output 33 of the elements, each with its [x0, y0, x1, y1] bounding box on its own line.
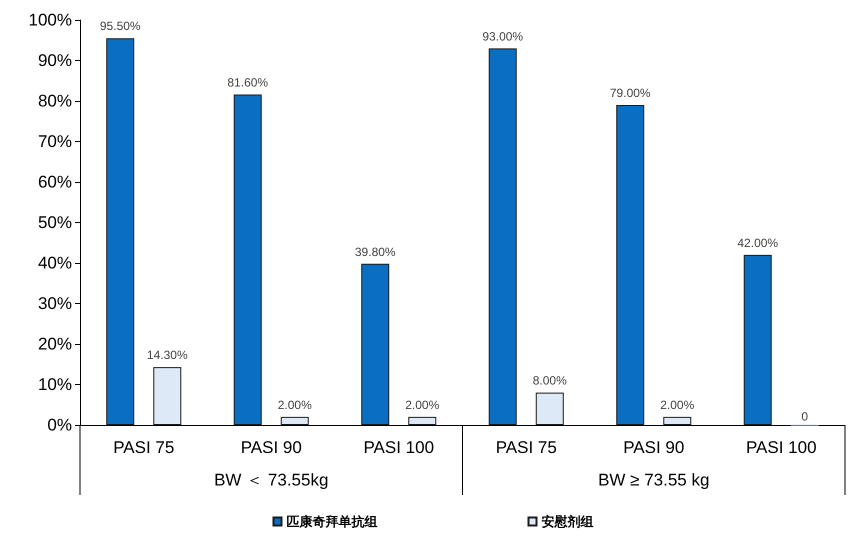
x-tick-label: PASI 90 — [623, 438, 684, 457]
y-tick-label: 100% — [28, 10, 72, 30]
legend-label: 安慰剂组 — [542, 514, 594, 529]
data-label: 2.00% — [278, 398, 312, 412]
y-tick-label: 20% — [38, 334, 72, 354]
legend-label: 匹康奇拜单抗组 — [286, 514, 378, 529]
data-label: 95.50% — [100, 19, 141, 34]
y-tick-label: 70% — [38, 132, 72, 151]
x-tick-label: PASI 90 — [240, 438, 302, 457]
data-label: 79.00% — [610, 86, 651, 100]
data-label: 0 — [801, 410, 808, 424]
y-tick-label: 90% — [38, 51, 72, 70]
text: BW ≥ 73.55 kg — [598, 470, 710, 490]
y-tick-label: 80% — [38, 92, 72, 110]
data-label: 81.60% — [227, 76, 268, 90]
data-label: 2.00% — [660, 398, 695, 412]
data-label: 93.00% — [482, 29, 524, 44]
x-tick-label: PASI 100 — [363, 438, 434, 457]
y-tick-label: 40% — [38, 254, 72, 272]
data-label: 42.00% — [737, 236, 778, 250]
y-tick-label: 60% — [38, 172, 72, 192]
x-tick-label: PASI 75 — [496, 438, 557, 457]
y-tick-label: 30% — [38, 294, 72, 313]
x-tick-label: PASI 100 — [746, 438, 817, 457]
y-tick-label: 0% — [47, 416, 72, 434]
data-label: 14.30% — [146, 348, 188, 362]
data-label: 2.00% — [405, 398, 440, 412]
data-label: 39.80% — [354, 244, 396, 259]
y-tick-label: 10% — [38, 375, 72, 394]
y-tick-label: 50% — [38, 213, 72, 232]
text: BW ＜ 73.55kg — [214, 470, 328, 490]
x-tick-label: PASI 75 — [113, 438, 174, 457]
data-label: 8.00% — [532, 374, 568, 388]
